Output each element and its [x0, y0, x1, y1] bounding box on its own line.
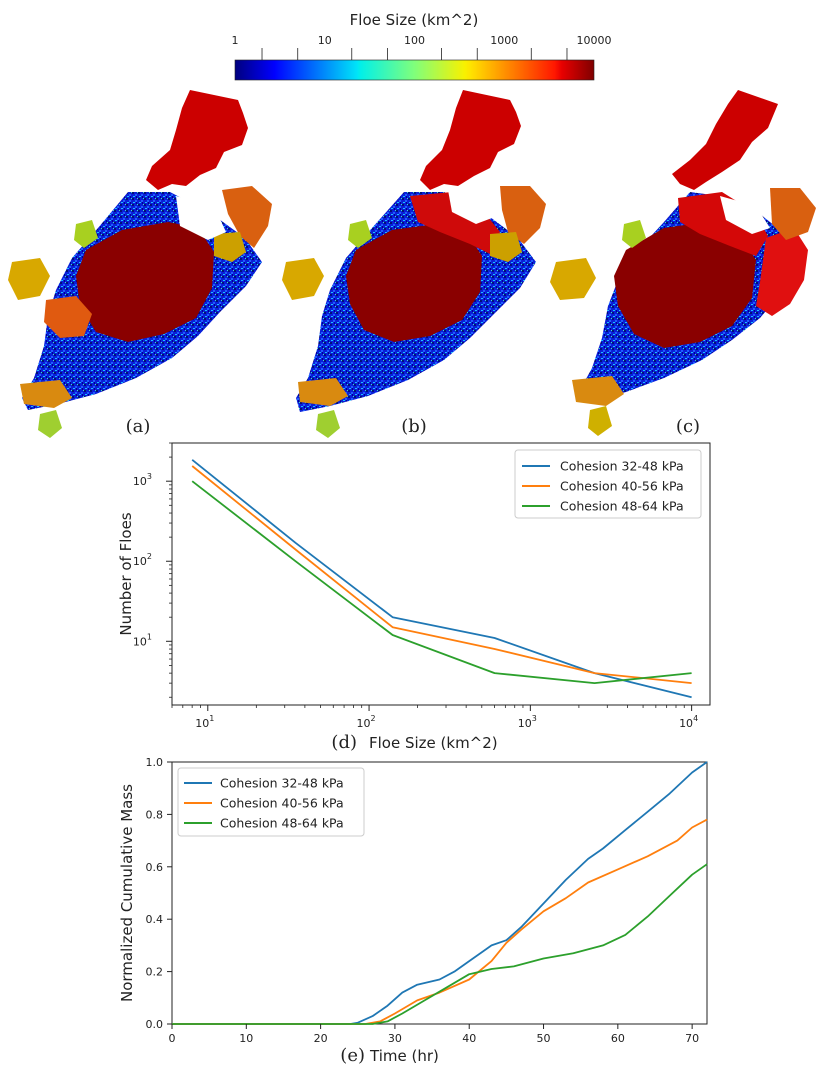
chart-e-y-tick-label: 0.6 [146, 861, 164, 874]
floe-map-a [8, 90, 272, 438]
colorbar-tick-label: 1000 [490, 34, 518, 47]
chart-e-x-tick-label: 0 [169, 1032, 176, 1045]
chart-e-y-tick-label: 0.4 [146, 913, 164, 926]
map-label-c: (c) [676, 416, 700, 437]
colorbar-tick-label: 10 [318, 34, 332, 47]
colorbar-gradient [234, 59, 595, 81]
colorbar-tick-label: 100 [404, 34, 425, 47]
chart-e-legend-label-3: Cohesion 48-64 kPa [220, 816, 344, 831]
chart-e-x-tick-label: 60 [611, 1032, 625, 1045]
chart-e-x-tick-label: 70 [685, 1032, 699, 1045]
floe-map-c [550, 90, 816, 436]
chart-e-plot-area [171, 761, 708, 1025]
chart-d-x-tick-label: 104 [679, 714, 698, 730]
floe-map-a-yellow-floe [8, 258, 50, 300]
colorbar: Floe Size (km^2) 1 10 100 1000 10000 [232, 11, 612, 81]
floe-map-a-orange-floe [44, 296, 92, 338]
chart-d-y-tick-label: 101 [133, 632, 152, 648]
chart-floe-size-distribution: 101 102 103 104 101 102 103 (d) Floe Size (km… [117, 442, 711, 753]
chart-d-x-axis-title: Floe Size (km^2) [369, 734, 498, 752]
chart-d-series-line-1 [191, 459, 692, 699]
colorbar-tick-label: 10000 [577, 34, 612, 47]
chart-d-x-ticks: 101 102 103 104 [171, 705, 698, 730]
floe-map-b-red-floe [420, 90, 521, 190]
floe-map-c-red-floe-3 [756, 228, 808, 316]
floe-map-b-large-floe [346, 224, 482, 342]
chart-e-legend-label-2: Cohesion 40-56 kPa [220, 796, 344, 811]
chart-d-legend: Cohesion 32-48 kPa Cohesion 40-56 kPa Cohe… [514, 449, 702, 519]
floe-map-a-large-floe [76, 222, 214, 342]
floe-map-b-green-floe-2 [316, 410, 340, 438]
chart-d-y-tick-label: 102 [133, 552, 152, 568]
map-label-a: (a) [126, 416, 151, 437]
chart-d-series [191, 459, 692, 699]
chart-d-y-axis-title: Number of Floes [117, 512, 135, 635]
floe-map-c-large-floe [614, 222, 756, 348]
floe-map-b-orange-floe [500, 186, 546, 244]
floe-map-a-orange-floe-3 [20, 380, 72, 408]
chart-d-x-tick-label: 101 [195, 714, 214, 730]
floe-map-b-yellow-floe [282, 258, 324, 300]
floe-map-c-yellow-floe-2 [588, 406, 612, 436]
chart-e-series-line-1 [172, 761, 708, 1025]
chart-e-x-ticks: 0 10 20 30 40 50 60 70 [169, 1024, 699, 1045]
chart-d-legend-label-1: Cohesion 32-48 kPa [560, 459, 684, 474]
floe-map-a-green-floe-2 [38, 410, 62, 438]
chart-e-y-tick-label: 1.0 [146, 756, 164, 769]
floe-map-a-green-floe [74, 220, 98, 248]
floe-map-a-orange-floe-2 [222, 186, 272, 248]
chart-d-x-tick-label: 103 [518, 714, 537, 730]
chart-e-y-tick-label: 0.0 [146, 1018, 164, 1031]
chart-d-series-line-2 [191, 465, 692, 684]
floe-maps: (a) (b) (c) [8, 90, 816, 438]
floe-map-c-orange-floe-2 [572, 376, 624, 406]
floe-map-c-white-gap [720, 196, 770, 234]
chart-d-panel-label: (d) [331, 732, 357, 753]
map-label-b: (b) [401, 416, 427, 437]
colorbar-ticks: 1 10 100 1000 10000 [232, 34, 612, 60]
chart-e-legend-box [177, 767, 365, 837]
colorbar-title: Floe Size (km^2) [350, 11, 479, 29]
floe-map-c-orange-floe [770, 188, 816, 240]
colorbar-tick-label: 1 [232, 34, 239, 47]
floe-map-c-green-floe [622, 220, 646, 248]
chart-e-x-tick-label: 10 [239, 1032, 253, 1045]
floe-map-c-red-floe [672, 90, 778, 190]
chart-e-panel-label: (e) [340, 1045, 365, 1066]
chart-e-legend-label-1: Cohesion 32-48 kPa [220, 776, 344, 791]
floe-map-b-green-floe [348, 220, 372, 248]
floe-map-b-orange-floe-2 [298, 378, 348, 406]
chart-e-x-tick-label: 20 [314, 1032, 328, 1045]
floe-map-a-red-floe [146, 90, 248, 190]
chart-e-y-axis-title: Normalized Cumulative Mass [118, 784, 136, 1002]
floe-map-b-white-gap [448, 190, 492, 224]
chart-d-y-ticks: 101 102 103 [133, 442, 172, 698]
chart-e-x-axis-title: Time (hr) [369, 1047, 439, 1065]
chart-d-legend-label-2: Cohesion 40-56 kPa [560, 479, 684, 494]
chart-e-x-tick-label: 50 [537, 1032, 551, 1045]
chart-d-y-tick-label: 103 [133, 472, 152, 488]
floe-map-b [282, 90, 546, 438]
chart-e-x-tick-label: 40 [462, 1032, 476, 1045]
chart-e-y-tick-label: 0.8 [146, 808, 164, 821]
chart-d-legend-box [514, 449, 702, 519]
chart-e-y-ticks: 0.0 0.2 0.4 0.6 0.8 1.0 [146, 756, 172, 1031]
floe-map-b-yellow-floe-2 [490, 232, 522, 262]
chart-d-x-tick-label: 102 [357, 714, 376, 730]
chart-d-legend-label-3: Cohesion 48-64 kPa [560, 499, 684, 514]
chart-e-series-line-2 [172, 818, 708, 1025]
floe-map-c-yellow-floe [550, 258, 596, 300]
chart-e-series-line-3 [172, 863, 708, 1025]
floe-map-a-yellow-floe-2 [214, 232, 246, 262]
chart-cumulative-mass: 0 10 20 30 40 50 60 70 0.0 0.2 0.4 0.6 0.8 1.0 (e) T… [118, 756, 708, 1066]
chart-e-x-tick-label: 30 [388, 1032, 402, 1045]
floe-map-a-white-gap [176, 196, 226, 240]
chart-d-series-line-3 [191, 480, 692, 684]
floe-map-b-red-floe-2 [410, 192, 500, 254]
chart-e-legend: Cohesion 32-48 kPa Cohesion 40-56 kPa Cohe… [177, 767, 365, 837]
chart-e-y-tick-label: 0.2 [146, 966, 164, 979]
chart-e-series [172, 761, 708, 1025]
